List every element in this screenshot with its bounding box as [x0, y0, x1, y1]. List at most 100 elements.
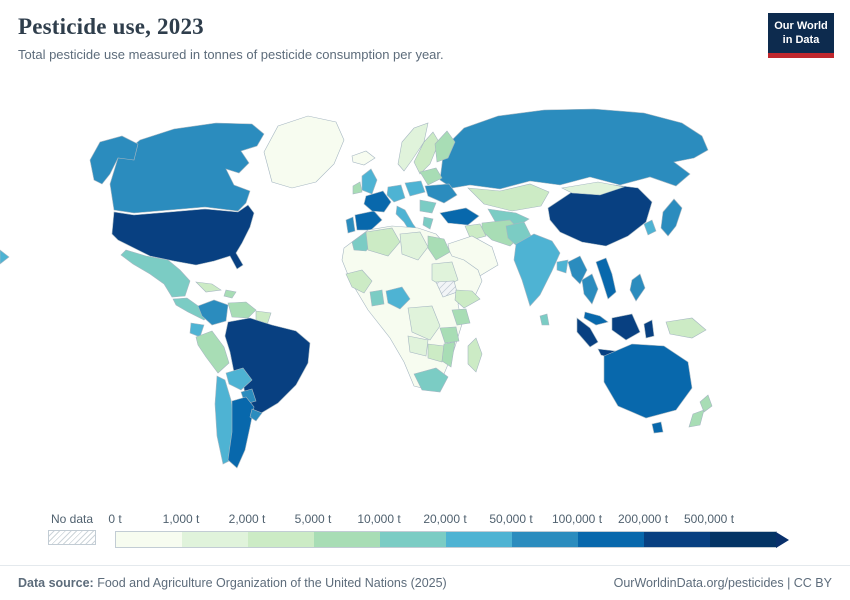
region-tanzania[interactable] — [439, 326, 460, 344]
legend-no-data[interactable]: No data — [48, 512, 96, 545]
region-madagascar[interactable] — [467, 337, 483, 373]
region-canada[interactable] — [109, 122, 265, 214]
page-subtitle: Total pesticide use measured in tonnes o… — [18, 47, 444, 62]
region-venezuela[interactable] — [227, 301, 257, 319]
region-libya[interactable] — [399, 231, 429, 261]
region-thailand[interactable] — [581, 273, 599, 305]
region-ethiopia[interactable] — [454, 289, 481, 309]
region-germany[interactable] — [386, 184, 406, 203]
region-bolivia[interactable] — [225, 367, 253, 391]
legend-segment[interactable] — [710, 532, 776, 547]
region-new-zealand-north[interactable] — [699, 394, 713, 413]
region-norway[interactable] — [397, 122, 429, 172]
region-zambia-zimbabwe[interactable] — [427, 343, 445, 363]
region-sulawesi[interactable] — [643, 319, 655, 339]
region-balkans[interactable] — [419, 199, 437, 214]
region-mongolia[interactable] — [561, 181, 626, 196]
legend-tick-label: 1,000 t — [162, 512, 200, 526]
region-poland[interactable] — [404, 180, 426, 197]
legend-segment[interactable] — [314, 532, 380, 547]
region-australia[interactable] — [603, 343, 693, 419]
legend-arrow — [776, 531, 789, 548]
region-iraq[interactable] — [464, 223, 487, 241]
legend-segment[interactable] — [248, 532, 314, 547]
region-portugal[interactable] — [345, 216, 356, 234]
region-finland[interactable] — [434, 130, 456, 163]
region-argentina[interactable] — [227, 396, 255, 469]
map-left-edge-arrow[interactable] — [0, 249, 10, 265]
region-philippines[interactable] — [629, 273, 646, 302]
legend-tick-label: 2,000 t — [228, 512, 266, 526]
region-greece[interactable] — [422, 216, 434, 230]
region-new-zealand-south[interactable] — [688, 409, 705, 428]
region-hispaniola[interactable] — [223, 289, 237, 299]
owid-link[interactable]: OurWorldinData.org/pesticides | CC BY — [613, 576, 832, 590]
legend-segment[interactable] — [446, 532, 512, 547]
chart-footer: Data source: Food and Agriculture Organi… — [0, 565, 850, 600]
region-greenland[interactable] — [263, 115, 345, 189]
legend-segment[interactable] — [182, 532, 248, 547]
data-source-text: Data source: Food and Agriculture Organi… — [18, 576, 447, 590]
region-nigeria[interactable] — [385, 286, 411, 310]
legend-tick-label: 500,000 t — [683, 512, 735, 526]
region-colombia[interactable] — [197, 299, 229, 326]
region-ukraine[interactable] — [424, 183, 458, 204]
region-japan[interactable] — [660, 198, 683, 237]
legend-tick-label: 50,000 t — [489, 512, 533, 526]
region-korea[interactable] — [643, 219, 657, 236]
legend-segment[interactable] — [578, 532, 644, 547]
region-usa[interactable] — [111, 204, 255, 270]
region-myanmar[interactable] — [567, 255, 588, 285]
legend-no-data-label: No data — [50, 512, 94, 526]
region-angola[interactable] — [407, 335, 429, 357]
owid-logo[interactable]: Our World in Data — [768, 13, 834, 58]
region-tasmania[interactable] — [651, 421, 664, 434]
legend-tick-label: 20,000 t — [423, 512, 467, 526]
legend-tick-label: 0 t — [108, 512, 122, 526]
region-turkey[interactable] — [439, 207, 480, 226]
world-map — [0, 108, 713, 469]
region-mozambique[interactable] — [441, 341, 456, 368]
region-russia[interactable] — [439, 108, 709, 190]
legend-tick-labels: 0 t 1,000 t 2,000 t 5,000 t 10,000 t 20,000 t… — [108, 512, 815, 529]
legend-segment[interactable] — [116, 532, 182, 547]
legend-tick-label: 200,000 t — [617, 512, 669, 526]
region-alaska[interactable] — [89, 135, 139, 185]
chart-header: Pesticide use, 2023 Total pesticide use … — [0, 0, 850, 62]
region-egypt[interactable] — [427, 235, 451, 261]
region-uk[interactable] — [361, 168, 378, 195]
region-bangladesh[interactable] — [556, 259, 569, 274]
region-kenya[interactable] — [451, 308, 471, 326]
region-malaysia[interactable] — [583, 311, 609, 326]
region-belarus-baltics[interactable] — [419, 167, 443, 186]
region-uruguay[interactable] — [249, 408, 263, 422]
region-south-africa[interactable] — [413, 367, 449, 393]
region-iceland[interactable] — [351, 150, 376, 166]
region-peru[interactable] — [195, 330, 230, 374]
region-france[interactable] — [363, 190, 392, 213]
region-mexico[interactable] — [120, 249, 191, 298]
region-cuba[interactable] — [195, 281, 222, 293]
legend-no-data-swatch[interactable] — [48, 530, 96, 545]
legend-segment[interactable] — [644, 532, 710, 547]
region-borneo[interactable] — [611, 313, 641, 341]
region-kazakhstan[interactable] — [467, 183, 550, 212]
region-ghana[interactable] — [369, 289, 385, 307]
legend-scale: 0 t 1,000 t 2,000 t 5,000 t 10,000 t 20,000 t… — [108, 512, 815, 548]
region-drc[interactable] — [407, 305, 441, 341]
legend-segment[interactable] — [380, 532, 446, 547]
legend-segment[interactable] — [512, 532, 578, 547]
region-algeria[interactable] — [365, 227, 401, 257]
region-sumatra[interactable] — [576, 317, 599, 348]
legend-bar[interactable] — [115, 531, 777, 548]
region-vietnam[interactable] — [595, 257, 617, 300]
region-ireland[interactable] — [352, 181, 363, 195]
region-new-guinea[interactable] — [665, 317, 707, 339]
region-spain[interactable] — [354, 210, 383, 231]
region-india[interactable] — [513, 233, 561, 307]
legend-tick-label: 5,000 t — [294, 512, 332, 526]
data-source-value: Food and Agriculture Organization of the… — [93, 576, 447, 590]
owid-logo-line1: Our World — [774, 20, 828, 32]
region-west-africa[interactable] — [345, 269, 373, 294]
region-sri-lanka[interactable] — [539, 313, 550, 326]
